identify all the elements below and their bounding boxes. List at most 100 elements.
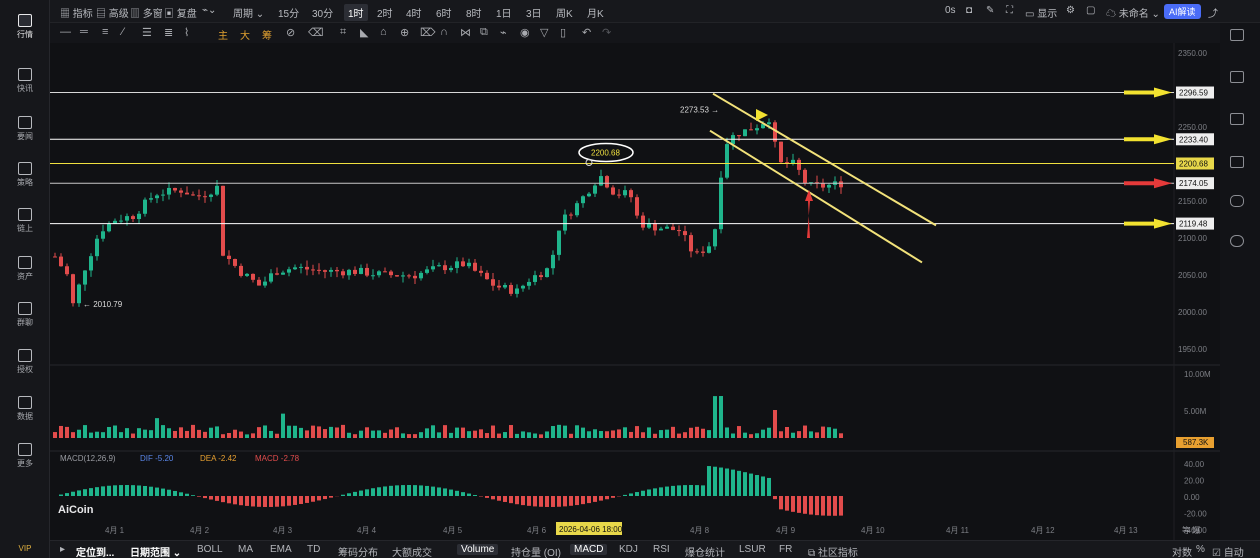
undo-icon[interactable]: ↶ [582,27,592,39]
settings-gear-icon[interactable]: ⚙ [1066,5,1075,16]
indicator-open-interest[interactable]: 持仓量 (OI) [511,548,561,558]
indicator-button[interactable]: ▦ 指标 [60,9,93,20]
zoom-in-icon[interactable]: ⊕ [400,27,410,39]
level-anchor-dot [585,158,593,166]
macd-histogram-bar [113,485,117,496]
line-tool-icon[interactable]: — [60,26,71,38]
sidebar-item-headlines[interactable]: 要闻 [0,116,50,142]
magnet-tool-icon[interactable]: ∩ [440,26,448,38]
link-tool-icon[interactable]: ⌁ [500,27,507,39]
indicator-rsi[interactable]: RSI [653,544,670,555]
indicator-fr[interactable]: FR [779,544,793,555]
candle-body [83,270,87,285]
date-range-dropdown[interactable]: 日期范围 ⌄ [130,548,182,558]
channel-lower-line [709,129,923,264]
community-indicators[interactable]: ⧉ 社区指标 [808,548,858,558]
redo-icon[interactable]: ↷ [602,27,612,39]
filter-tool-icon[interactable]: ▽ [540,27,549,39]
sidebar-item-news-flash[interactable]: 快讯 [0,68,50,94]
chip-toggle[interactable]: 筹 [262,31,272,42]
brush-tool-icon[interactable]: ⌇ [184,27,190,39]
history-icon[interactable] [1230,29,1244,41]
period-month[interactable]: 月K [587,9,604,20]
period-6h[interactable]: 6时 [436,9,452,20]
indicator-boll[interactable]: BOLL [197,544,223,555]
ruler-tool-icon[interactable]: ◣ [360,27,369,39]
period-2h[interactable]: 2时 [377,9,393,20]
main-chart-toggle[interactable]: 主 [218,31,228,42]
save-icon[interactable]: ▢ [1086,5,1096,16]
edit-icon[interactable]: ✎ [986,5,995,16]
trash-icon[interactable]: ⌫ [308,27,324,39]
sidebar-item-authorize[interactable]: 授权 [0,349,50,375]
indicator-ma[interactable]: MA [238,544,253,555]
sidebar-item-data[interactable]: 数据 [0,396,50,422]
locate-button[interactable]: 定位到... [76,548,115,558]
multi-window-button[interactable]: ▥ 多窗 [130,9,163,20]
period-week[interactable]: 周K [556,9,573,20]
candle-body [629,190,633,198]
fullscreen-icon[interactable]: ⛶ [1006,5,1013,16]
period-15m[interactable]: 15分 [278,9,300,20]
indicator-ema[interactable]: EMA [270,544,292,555]
volume-bar [377,430,381,438]
indicator-macd[interactable]: MACD [570,544,608,555]
kline-chart[interactable]: 2350.002300.002250.002200.002150.002100.… [50,43,1220,540]
depth-icon[interactable] [1230,156,1244,168]
copy-tool-icon[interactable]: ⧉ [480,26,488,38]
indicator-liquidation[interactable]: 爆仓统计 [685,548,725,558]
vip-badge[interactable]: VIP [18,544,32,553]
target-icon[interactable] [1230,235,1244,247]
period-1h[interactable]: 1时 [344,4,368,21]
pattern-tool-icon[interactable]: ⋈ [460,27,471,39]
period-3d[interactable]: 3日 [526,9,542,20]
eraser-tool-icon[interactable]: ⌦ [420,27,436,39]
sidebar-item-assets[interactable]: 资产 [0,256,50,282]
undo-drawing-icon[interactable]: ⊘ [286,27,296,39]
camera-icon[interactable]: ◘ [966,5,973,16]
indicator-td[interactable]: TD [307,544,321,555]
indicator-lsur[interactable]: LSUR [739,544,766,555]
channel-tool-icon[interactable]: ≡ [102,26,109,38]
indicator-chip-distribution[interactable]: 筹码分布 [338,548,378,558]
ai-interpret-button[interactable]: AI解读 [1164,4,1201,19]
large-trade-toggle[interactable]: 大 [240,31,250,42]
ray-tool-icon[interactable]: ⁄ [122,26,124,38]
period-30m[interactable]: 30分 [312,9,334,20]
expand-icon[interactable]: ▸ [60,544,66,555]
auto-scale-toggle[interactable]: ☑ 自动 [1212,548,1244,558]
period-1d[interactable]: 1日 [496,9,512,20]
robot-icon[interactable] [1230,195,1244,207]
log-scale-toggle[interactable]: 对数 [1172,548,1192,558]
sidebar-item-chain[interactable]: 链上 [0,208,50,234]
candle-body [617,194,621,196]
sidebar-item-group-chat[interactable]: 群聊 [0,302,50,328]
indicator-kdj[interactable]: KDJ [619,544,638,555]
sidebar-item-market[interactable]: 行情 [0,14,50,40]
list-icon[interactable] [1230,71,1244,83]
share-icon[interactable]: ⤴ [1208,9,1218,20]
lock-tool-icon[interactable]: ⌂ [380,26,387,38]
period-4h[interactable]: 4时 [406,9,422,20]
period-dropdown[interactable]: 周期 ⌄ [233,9,265,20]
display-button[interactable]: ▭ 显示 [1025,9,1058,20]
eye-tool-icon[interactable]: ◉ [520,27,530,39]
parallel-tool-icon[interactable]: ≣ [164,27,174,39]
sidebar-item-more[interactable]: 更多 [0,443,50,469]
replay-button[interactable]: ▣ 复盘 [164,9,197,20]
indicator-volume[interactable]: Volume [457,544,499,555]
chart-style-dropdown[interactable]: ⌁⌄ [202,5,216,16]
period-8h[interactable]: 8时 [466,9,482,20]
sidebar-item-strategy[interactable]: 策略 [0,162,50,188]
hline-tool-icon[interactable]: ═ [80,26,88,38]
clipboard-tool-icon[interactable]: ▯ [560,27,567,39]
account-dropdown[interactable]: ☁ 未命名 ⌄ [1106,9,1160,20]
fib-tool-icon[interactable]: ☰ [142,27,152,39]
crop-tool-icon[interactable]: ⌗ [340,26,347,38]
advanced-button[interactable]: ▤ 高级 [96,9,129,20]
order-book-icon[interactable] [1230,113,1244,125]
indicator-large-trades[interactable]: 大额成交 [392,548,432,558]
macd-histogram-bar [197,496,201,497]
percent-toggle[interactable]: % [1196,544,1205,555]
volume-tick-label: 10.00M [1184,370,1211,379]
